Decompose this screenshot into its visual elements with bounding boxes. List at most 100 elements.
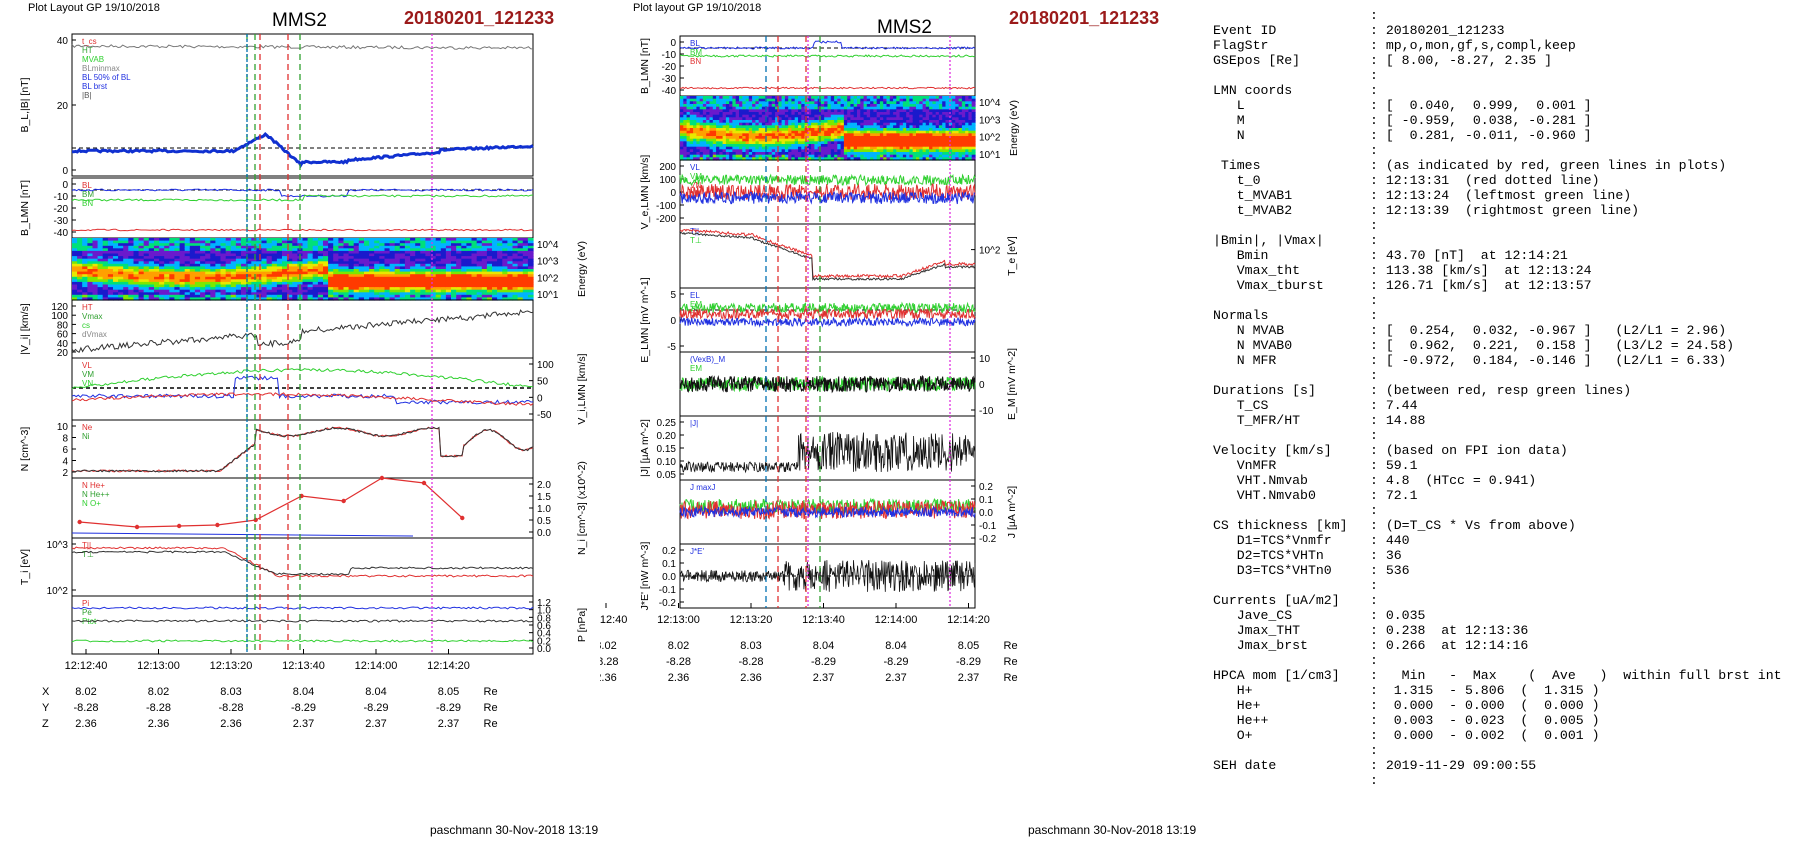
spectrogram-cell (128, 261, 134, 265)
spectrogram-cell (374, 245, 380, 249)
spectrogram-cell (791, 96, 796, 100)
spectrogram-cell (476, 258, 483, 262)
spectrogram-cell (174, 279, 181, 283)
spectrogram-cell (338, 269, 345, 273)
spectrogram-cell (922, 138, 927, 142)
spectrogram-cell (955, 133, 960, 137)
series-BM (679, 54, 976, 58)
spectrogram-cell (879, 144, 884, 148)
spectrogram-cell (870, 114, 874, 118)
spectrogram-cell (374, 274, 380, 278)
spectrogram-cell (909, 128, 914, 132)
spectrogram-cell (497, 274, 503, 278)
spectrogram-cell (271, 263, 278, 267)
spectrogram-cell (886, 149, 891, 153)
spectrogram-cell (834, 120, 838, 124)
spectrogram-cell (353, 276, 360, 280)
spectrogram-cell (189, 287, 196, 291)
spectrogram-cell (292, 287, 298, 291)
spectrogram-cell (143, 281, 150, 286)
spectrogram-cell (358, 292, 365, 296)
spectrogram-cell (87, 294, 94, 298)
spectrogram-cell (497, 253, 503, 257)
spectrogram-cell (251, 258, 257, 262)
spectrogram-cell (761, 98, 766, 102)
spectrogram-cell (909, 133, 914, 137)
spectrogram-cell (778, 154, 783, 158)
spectrogram-cell (169, 297, 175, 301)
spectrogram-cell (364, 294, 370, 298)
left-plot-header: Plot Layout GP 19/10/2018 (28, 2, 160, 14)
spectrogram-cell (955, 120, 960, 124)
spectrogram-cell (461, 243, 467, 247)
spectrogram-cell (824, 136, 829, 140)
spectrogram-cell (92, 292, 99, 296)
spectrogram-cell (873, 104, 878, 108)
spectrogram-cell (118, 294, 124, 298)
spectrogram-cell (857, 106, 861, 110)
spectrogram-cell (138, 294, 145, 298)
spectrogram-cell (761, 114, 766, 118)
spectrogram-cell (128, 281, 134, 286)
spectrogram-cell (123, 271, 129, 275)
spectrogram-cell (138, 243, 145, 247)
spectrogram-cell (179, 279, 186, 283)
spectrogram-cell (404, 256, 411, 260)
spectrogram-cell (965, 101, 970, 105)
legend-entry: (VexB)_M (690, 355, 725, 364)
spectrogram-cell (113, 253, 119, 257)
spectrogram-cell (210, 263, 216, 267)
spectrogram-cell (266, 253, 273, 257)
info-key: Currents [uA/m2] (1213, 593, 1340, 608)
spectrogram-cell (706, 133, 711, 137)
spectrogram-cell (522, 276, 529, 280)
spectrogram-cell (154, 287, 160, 291)
spectrogram-cell (811, 141, 815, 145)
spectrogram-cell (399, 292, 406, 296)
spectrogram-cell (205, 243, 211, 247)
spectrogram-cell (343, 243, 350, 247)
spectrogram-cell (343, 292, 350, 296)
spectrogram-cell (768, 146, 773, 150)
spectrogram-cell (948, 144, 953, 148)
spectrogram-cell (143, 258, 150, 262)
spectrogram-cell (404, 281, 411, 286)
spectrogram-cell (886, 101, 891, 105)
spectrogram-cell (399, 258, 406, 262)
spectrogram-cell (807, 154, 812, 158)
spectrogram-cell (369, 279, 375, 283)
spectrogram-cell (906, 136, 911, 140)
spectrogram-cell (863, 122, 868, 126)
spectrogram-cell (323, 279, 329, 283)
spectrogram-cell (353, 281, 360, 286)
spectrogram-cell (220, 294, 227, 298)
spectrogram-cell (725, 128, 730, 132)
spectrogram-cell (889, 146, 894, 150)
spectrogram-cell (471, 248, 478, 252)
spectrogram-cell (358, 279, 365, 283)
spectrogram-cell (82, 240, 88, 244)
spectrogram-cell (476, 243, 483, 247)
spectrogram-cell (317, 266, 324, 270)
spectrogram-cell (128, 245, 134, 249)
spectrogram-cell (312, 297, 319, 301)
y-tick-label: -100 (656, 201, 676, 212)
spectrogram-cell (307, 238, 314, 242)
spectrogram-cell (348, 245, 355, 249)
spectrogram-cell (164, 294, 170, 298)
spectrogram-cell (292, 292, 298, 296)
y-tick-label: 10 (979, 354, 991, 365)
spectrogram-cell (732, 157, 737, 161)
spectrogram-cell (476, 256, 483, 260)
spectrogram-cell (133, 294, 140, 298)
spectrogram-cell (942, 136, 947, 140)
spectrogram-cell (266, 248, 273, 252)
info-key: GSEpos [Re] (1213, 53, 1301, 68)
info-value: : 536 (1370, 563, 1410, 578)
spectrogram-cell (225, 274, 232, 278)
spectrogram-cell (965, 144, 970, 148)
spectrogram-cell (333, 250, 339, 255)
spectrogram-cell (241, 245, 247, 249)
spectrogram-cell (230, 261, 237, 265)
spectrogram-cell (72, 269, 78, 273)
